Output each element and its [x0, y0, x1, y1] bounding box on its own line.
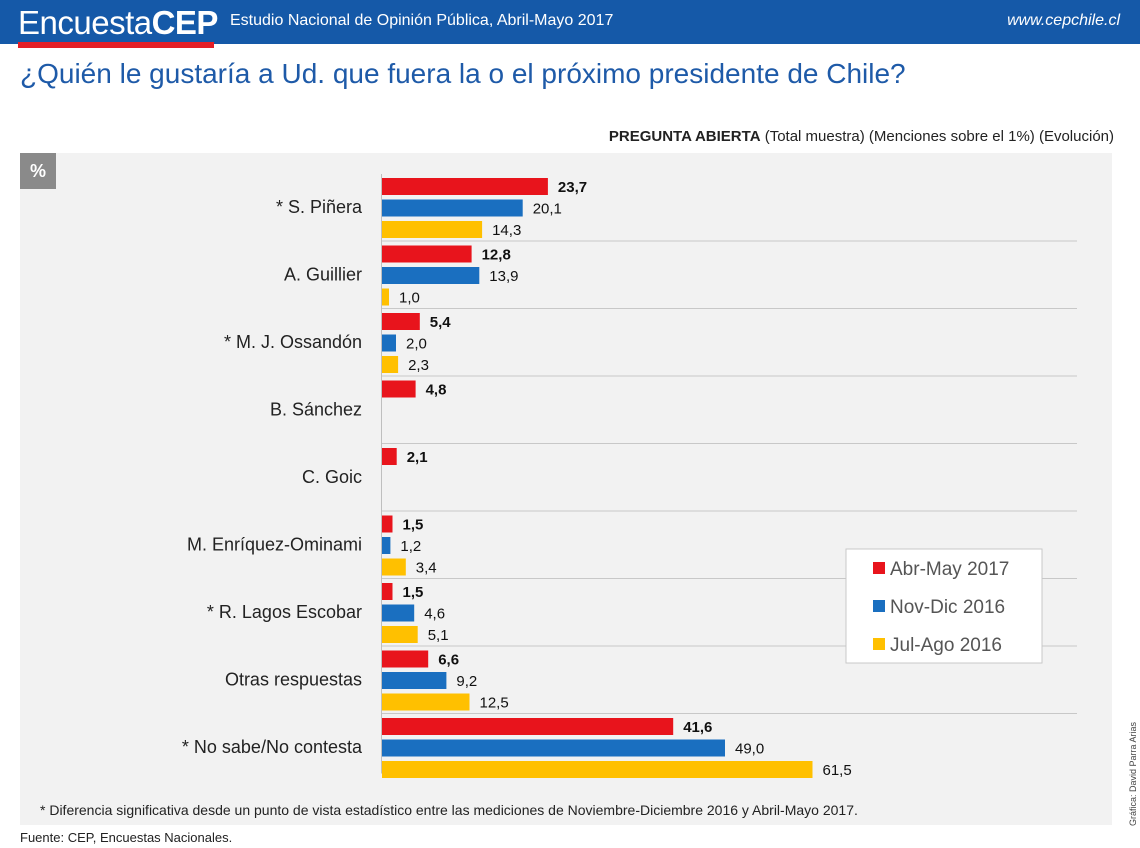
unit-badge: %	[20, 153, 56, 189]
data-label: 1,5	[403, 584, 424, 601]
data-label: 1,5	[403, 517, 424, 534]
bar	[382, 672, 447, 689]
category-label: * S. Piñera	[276, 197, 363, 217]
data-label: 14,3	[492, 222, 521, 239]
data-label: 41,6	[683, 719, 712, 736]
data-label: 1,2	[400, 538, 421, 555]
bar	[382, 245, 472, 263]
data-label: 2,1	[407, 449, 428, 466]
subtitle-rest: (Total muestra) (Menciones sobre el 1%) …	[760, 128, 1114, 145]
bar	[382, 537, 391, 554]
bar	[382, 380, 416, 398]
bar	[382, 515, 393, 533]
data-label: 49,0	[735, 741, 764, 758]
data-label: 61,5	[823, 762, 852, 779]
data-label: 3,4	[416, 560, 437, 577]
bar	[382, 288, 389, 306]
category-label: A. Guillier	[284, 265, 362, 285]
subtitle-bold: PREGUNTA ABIERTA	[608, 128, 761, 145]
legend-label: Nov-Dic 2016	[890, 597, 1005, 618]
source-note: Fuente: CEP, Encuestas Nacionales.	[20, 830, 233, 845]
data-label: 6,6	[438, 652, 459, 669]
bar	[382, 718, 674, 735]
chart-credit: Gráfica: David Parra Arias	[1128, 721, 1138, 826]
footnote: * Diferencia significativa desde un punt…	[40, 802, 858, 818]
data-label: 1,0	[399, 290, 420, 307]
bar	[382, 448, 397, 465]
bar	[382, 583, 393, 600]
brand-logo: EncuestaCEP	[18, 3, 218, 43]
brand-light-text: Encuesta	[18, 4, 152, 41]
bar	[382, 313, 420, 330]
data-label: 23,7	[558, 179, 587, 196]
data-label: 5,4	[430, 314, 452, 331]
brand-bold-text: CEP	[151, 4, 219, 41]
legend-label: Abr-May 2017	[890, 559, 1009, 580]
data-label: 4,6	[424, 606, 445, 623]
data-label: 12,8	[482, 247, 511, 264]
bar	[382, 221, 483, 238]
data-label: 2,3	[408, 357, 429, 374]
bar	[382, 604, 415, 622]
bar	[382, 199, 523, 217]
bar	[382, 761, 813, 778]
bar	[382, 739, 725, 757]
header-bar: EncuestaCEP Estudio Nacional de Opinión …	[0, 0, 1140, 44]
data-label: 2,0	[406, 336, 427, 353]
bar	[382, 626, 418, 643]
legend-swatch	[873, 562, 885, 574]
chart-subtitle: PREGUNTA ABIERTA (Total muestra) (Mencio…	[609, 128, 1114, 145]
legend-swatch	[873, 638, 885, 650]
bar	[382, 178, 548, 195]
legend-label: Jul-Ago 2016	[890, 635, 1002, 656]
bar	[382, 650, 429, 668]
bar	[382, 334, 396, 352]
bar	[382, 558, 406, 576]
category-label: M. Enríquez-Ominami	[187, 535, 362, 555]
data-label: 13,9	[489, 268, 518, 285]
category-label: * M. J. Ossandón	[224, 332, 362, 352]
category-label: * R. Lagos Escobar	[207, 602, 362, 622]
legend-swatch	[873, 600, 885, 612]
bar	[382, 693, 470, 711]
bar	[382, 356, 399, 373]
page-title: ¿Quién le gustaría a Ud. que fuera la o …	[20, 58, 906, 89]
category-label: Otras respuestas	[225, 670, 362, 690]
website-link[interactable]: www.cepchile.cl	[1007, 12, 1120, 29]
study-title: Estudio Nacional de Opinión Pública, Abr…	[230, 12, 614, 29]
category-label: * No sabe/No contesta	[182, 737, 363, 757]
category-label: B. Sánchez	[270, 400, 362, 420]
brand-underline	[18, 42, 214, 48]
data-label: 5,1	[428, 627, 449, 644]
data-label: 20,1	[533, 201, 562, 218]
category-label: C. Goic	[302, 467, 362, 487]
data-label: 12,5	[480, 695, 509, 712]
data-label: 9,2	[456, 673, 477, 690]
data-label: 4,8	[426, 382, 447, 399]
bar	[382, 267, 480, 284]
